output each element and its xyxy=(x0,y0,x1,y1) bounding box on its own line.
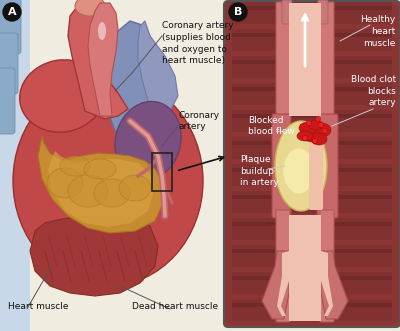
Text: Dead heart muscle: Dead heart muscle xyxy=(132,302,218,311)
Polygon shape xyxy=(232,195,392,199)
Bar xyxy=(289,215,321,321)
Polygon shape xyxy=(232,191,392,213)
Ellipse shape xyxy=(13,76,203,286)
FancyBboxPatch shape xyxy=(282,0,292,24)
Polygon shape xyxy=(232,87,392,91)
Text: A: A xyxy=(8,7,16,17)
Polygon shape xyxy=(105,21,158,131)
Text: Blocked
blood flow: Blocked blood flow xyxy=(248,116,295,136)
Circle shape xyxy=(306,120,312,125)
FancyBboxPatch shape xyxy=(309,122,323,210)
Polygon shape xyxy=(232,272,392,294)
Polygon shape xyxy=(38,136,163,233)
Ellipse shape xyxy=(313,123,331,137)
FancyBboxPatch shape xyxy=(320,2,334,122)
Ellipse shape xyxy=(20,60,104,132)
Polygon shape xyxy=(232,33,392,37)
Text: Heart muscle: Heart muscle xyxy=(8,302,68,311)
Circle shape xyxy=(322,128,328,133)
Polygon shape xyxy=(232,168,392,172)
Bar xyxy=(152,153,172,191)
Polygon shape xyxy=(262,251,289,319)
Ellipse shape xyxy=(115,102,181,180)
Ellipse shape xyxy=(84,159,116,179)
Polygon shape xyxy=(232,222,392,226)
Polygon shape xyxy=(232,137,392,159)
Ellipse shape xyxy=(275,121,327,211)
Ellipse shape xyxy=(68,175,108,207)
FancyBboxPatch shape xyxy=(276,2,290,122)
FancyBboxPatch shape xyxy=(272,114,291,218)
Polygon shape xyxy=(232,114,392,118)
Ellipse shape xyxy=(297,131,313,141)
Polygon shape xyxy=(232,110,392,132)
Polygon shape xyxy=(232,60,392,64)
Text: Coronary artery
(supplies blood
and oxygen to
heart muscle): Coronary artery (supplies blood and oxyg… xyxy=(162,21,234,66)
FancyBboxPatch shape xyxy=(0,68,15,134)
Polygon shape xyxy=(138,21,178,113)
Ellipse shape xyxy=(300,124,326,142)
Polygon shape xyxy=(30,216,158,296)
Circle shape xyxy=(229,3,247,21)
Ellipse shape xyxy=(60,156,90,176)
Polygon shape xyxy=(277,251,289,316)
Circle shape xyxy=(302,135,308,140)
Bar xyxy=(289,3,321,116)
FancyBboxPatch shape xyxy=(317,114,338,218)
Polygon shape xyxy=(232,164,392,186)
Text: B: B xyxy=(234,7,242,17)
Ellipse shape xyxy=(47,168,83,198)
Polygon shape xyxy=(232,141,392,145)
Circle shape xyxy=(316,117,320,121)
Ellipse shape xyxy=(283,149,315,194)
Polygon shape xyxy=(88,3,118,116)
FancyBboxPatch shape xyxy=(276,210,290,322)
Text: Healthy
heart
muscle: Healthy heart muscle xyxy=(360,15,395,48)
Polygon shape xyxy=(232,303,392,307)
Ellipse shape xyxy=(75,0,105,16)
Text: Blood clot
blocks
artery: Blood clot blocks artery xyxy=(351,75,396,107)
Circle shape xyxy=(3,3,21,21)
Polygon shape xyxy=(232,245,392,267)
Polygon shape xyxy=(232,2,392,24)
Polygon shape xyxy=(232,56,392,78)
Ellipse shape xyxy=(311,133,327,145)
Polygon shape xyxy=(0,0,30,331)
FancyBboxPatch shape xyxy=(318,0,328,24)
Ellipse shape xyxy=(94,179,130,207)
Polygon shape xyxy=(48,151,154,227)
Ellipse shape xyxy=(309,120,323,130)
Text: Plaque
buildup
in artery: Plaque buildup in artery xyxy=(240,155,279,187)
FancyBboxPatch shape xyxy=(320,210,334,322)
Ellipse shape xyxy=(119,175,151,201)
Polygon shape xyxy=(232,276,392,280)
Polygon shape xyxy=(232,299,392,321)
Polygon shape xyxy=(232,218,392,240)
Polygon shape xyxy=(321,251,333,316)
Polygon shape xyxy=(232,249,392,253)
Ellipse shape xyxy=(98,22,106,40)
Polygon shape xyxy=(321,251,348,319)
FancyBboxPatch shape xyxy=(0,0,21,54)
Polygon shape xyxy=(232,83,392,105)
Circle shape xyxy=(312,138,318,144)
Polygon shape xyxy=(232,6,392,10)
Polygon shape xyxy=(232,29,392,51)
Text: Coronary
artery: Coronary artery xyxy=(178,111,219,131)
FancyBboxPatch shape xyxy=(224,1,400,327)
FancyBboxPatch shape xyxy=(0,33,18,94)
Ellipse shape xyxy=(299,122,317,134)
Circle shape xyxy=(318,122,324,127)
Polygon shape xyxy=(68,0,128,119)
